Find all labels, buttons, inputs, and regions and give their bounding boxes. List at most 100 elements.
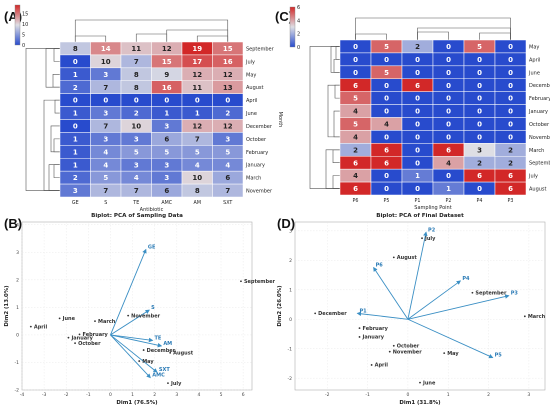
colorbar-tick-label: 4 [297, 18, 300, 24]
dendrogram-link [333, 59, 340, 73]
cell-value-label: 4 [384, 121, 389, 129]
cell-value-label: 1 [73, 135, 78, 143]
x-axis-label: Sampling Point [414, 205, 451, 211]
y-axis-label: Dim2 (13.0%) [4, 285, 10, 326]
cell-value-label: 6 [353, 185, 358, 193]
dendrogram-link [332, 175, 340, 189]
cell-value-label: 0 [195, 97, 200, 105]
loading-arrow-sxt [110, 334, 158, 373]
point-label-november: November [131, 313, 160, 319]
cell-value-label: 3 [134, 135, 139, 143]
cell-value-label: 5 [384, 69, 389, 77]
panel-letter-d: (D) [277, 216, 296, 231]
y-tick-label: 1 [16, 305, 19, 311]
column-dendrogram [355, 17, 511, 40]
cell-value-label: 0 [446, 82, 451, 90]
cell-value-label: 0 [415, 159, 420, 167]
cell-value-label: 7 [103, 187, 108, 195]
cell-value-label: 0 [446, 56, 451, 64]
cell-value-label: 2 [225, 110, 230, 118]
data-point-november [127, 314, 130, 317]
loading-arrow-p6 [373, 266, 409, 320]
cell-value-label: 12 [192, 71, 202, 79]
loading-arrow-p1 [356, 311, 408, 320]
row-label-june: June [245, 111, 257, 117]
point-label-october: October [397, 344, 420, 350]
data-point-january [358, 336, 361, 338]
data-point-december [314, 312, 317, 315]
row-label-november: November [529, 135, 550, 141]
row-label-june: June [528, 70, 540, 76]
sampling-point-heatmap: 6 4 2 0 0 5 2 0 5 0 0 0 0 0 0 0 0 5 0 0 0 0 6 0 6 0 0 0 5 0 0 0 0 0 4 0 0 0 0 0… [289, 5, 550, 211]
point-label-september: September [475, 291, 507, 297]
cell-value-label: 0 [508, 121, 513, 129]
loading-label-p6: P6 [376, 263, 384, 269]
x-axis-label: Dim1 (76.5%) [116, 400, 157, 406]
dendrogram-link [53, 48, 60, 62]
row-label-january: January [528, 109, 548, 115]
panel-c-heatmap: (C) 6 4 2 0 0 5 2 0 5 0 0 0 0 0 0 0 0 5 0 0 0 0 6 0 6 0 0 0 5 0 0 0 0 0 4 0… [275, 0, 550, 211]
cell-value-label: 6 [477, 172, 482, 180]
cell-value-label: 16 [223, 58, 233, 66]
cell-value-label: 2 [477, 159, 482, 167]
loading-arrow-ge [110, 248, 147, 336]
cell-value-label: 10 [192, 174, 202, 182]
cell-value-label: 0 [446, 108, 451, 116]
cell-value-label: 5 [134, 148, 139, 156]
heatmap-cell [494, 181, 527, 196]
data-point-february [78, 333, 81, 336]
cell-value-label: 0 [477, 69, 482, 77]
cell-value-label: 6 [446, 146, 451, 154]
cell-value-label: 5 [384, 43, 389, 51]
sampling-data-biplot: Biplot: PCA of Sampling Data -4 -3 -2 -1 0 1 2 3… [4, 213, 275, 406]
x-tick-label: 2 [153, 392, 156, 398]
dendrogram-link [53, 138, 60, 153]
cell-value-label: 3 [134, 161, 139, 169]
cell-value-label: 0 [164, 97, 169, 105]
cell-value-label: 5 [164, 148, 169, 156]
cell-value-label: 0 [508, 82, 513, 90]
cell-value-label: 6 [353, 159, 358, 167]
x-tick-label: -3 [42, 392, 47, 398]
data-point-july [421, 237, 423, 240]
row-label-february: February [246, 150, 268, 156]
dendrogram-link [334, 84, 340, 99]
loading-arrow-s [110, 309, 150, 336]
cell-value-label: 13 [223, 84, 233, 92]
loading-arrow-amc [110, 334, 151, 379]
point-label-december: December [318, 311, 347, 317]
x-tick-label: 2 [487, 392, 490, 398]
dendrogram-link [43, 99, 60, 191]
cell-value-label: 10 [131, 123, 141, 131]
cell-value-label: 0 [353, 69, 358, 77]
cell-value-label: 3 [164, 123, 169, 131]
x-tick-label: -1 [86, 392, 91, 398]
point-label-july: July [424, 236, 436, 242]
cell-value-label: 19 [192, 45, 202, 53]
cell-value-label: 6 [415, 82, 420, 90]
loading-label-p4: P4 [462, 276, 470, 282]
row-label-august: August [246, 85, 264, 91]
cell-value-label: 0 [477, 95, 482, 103]
column-dendrogram [74, 19, 229, 42]
dendrogram-link [417, 31, 449, 40]
loading-label-am: AM [163, 341, 172, 347]
row-label-april: April [246, 98, 257, 104]
column-label-p4: P4 [477, 198, 483, 204]
cell-value-label: 7 [225, 187, 230, 195]
panel-d-biplot: (D) Biplot: PCA of Final Dataset -2 -1 0 1 2 3… [275, 210, 550, 418]
row-dendrogram [25, 48, 60, 191]
panel-a-heatmap: (A) 15 10 5 0 8 14 11 12 19 15 0 10 7 15 17 16 1 3 8 9 12 12 2… [0, 0, 283, 213]
data-point-september [471, 291, 474, 294]
column-label-amc: AMC [161, 200, 172, 206]
data-point-august [169, 351, 172, 354]
row-label-march: March [529, 148, 544, 154]
cell-value-label: 3 [103, 71, 108, 79]
point-label-october: October [78, 341, 101, 347]
cell-value-label: 0 [446, 172, 451, 180]
point-label-july: July [170, 381, 182, 387]
point-label-february: February [363, 326, 389, 332]
column-label-p2: P2 [446, 198, 452, 204]
cell-value-label: 0 [134, 97, 139, 105]
cell-value-label: 6 [508, 185, 513, 193]
